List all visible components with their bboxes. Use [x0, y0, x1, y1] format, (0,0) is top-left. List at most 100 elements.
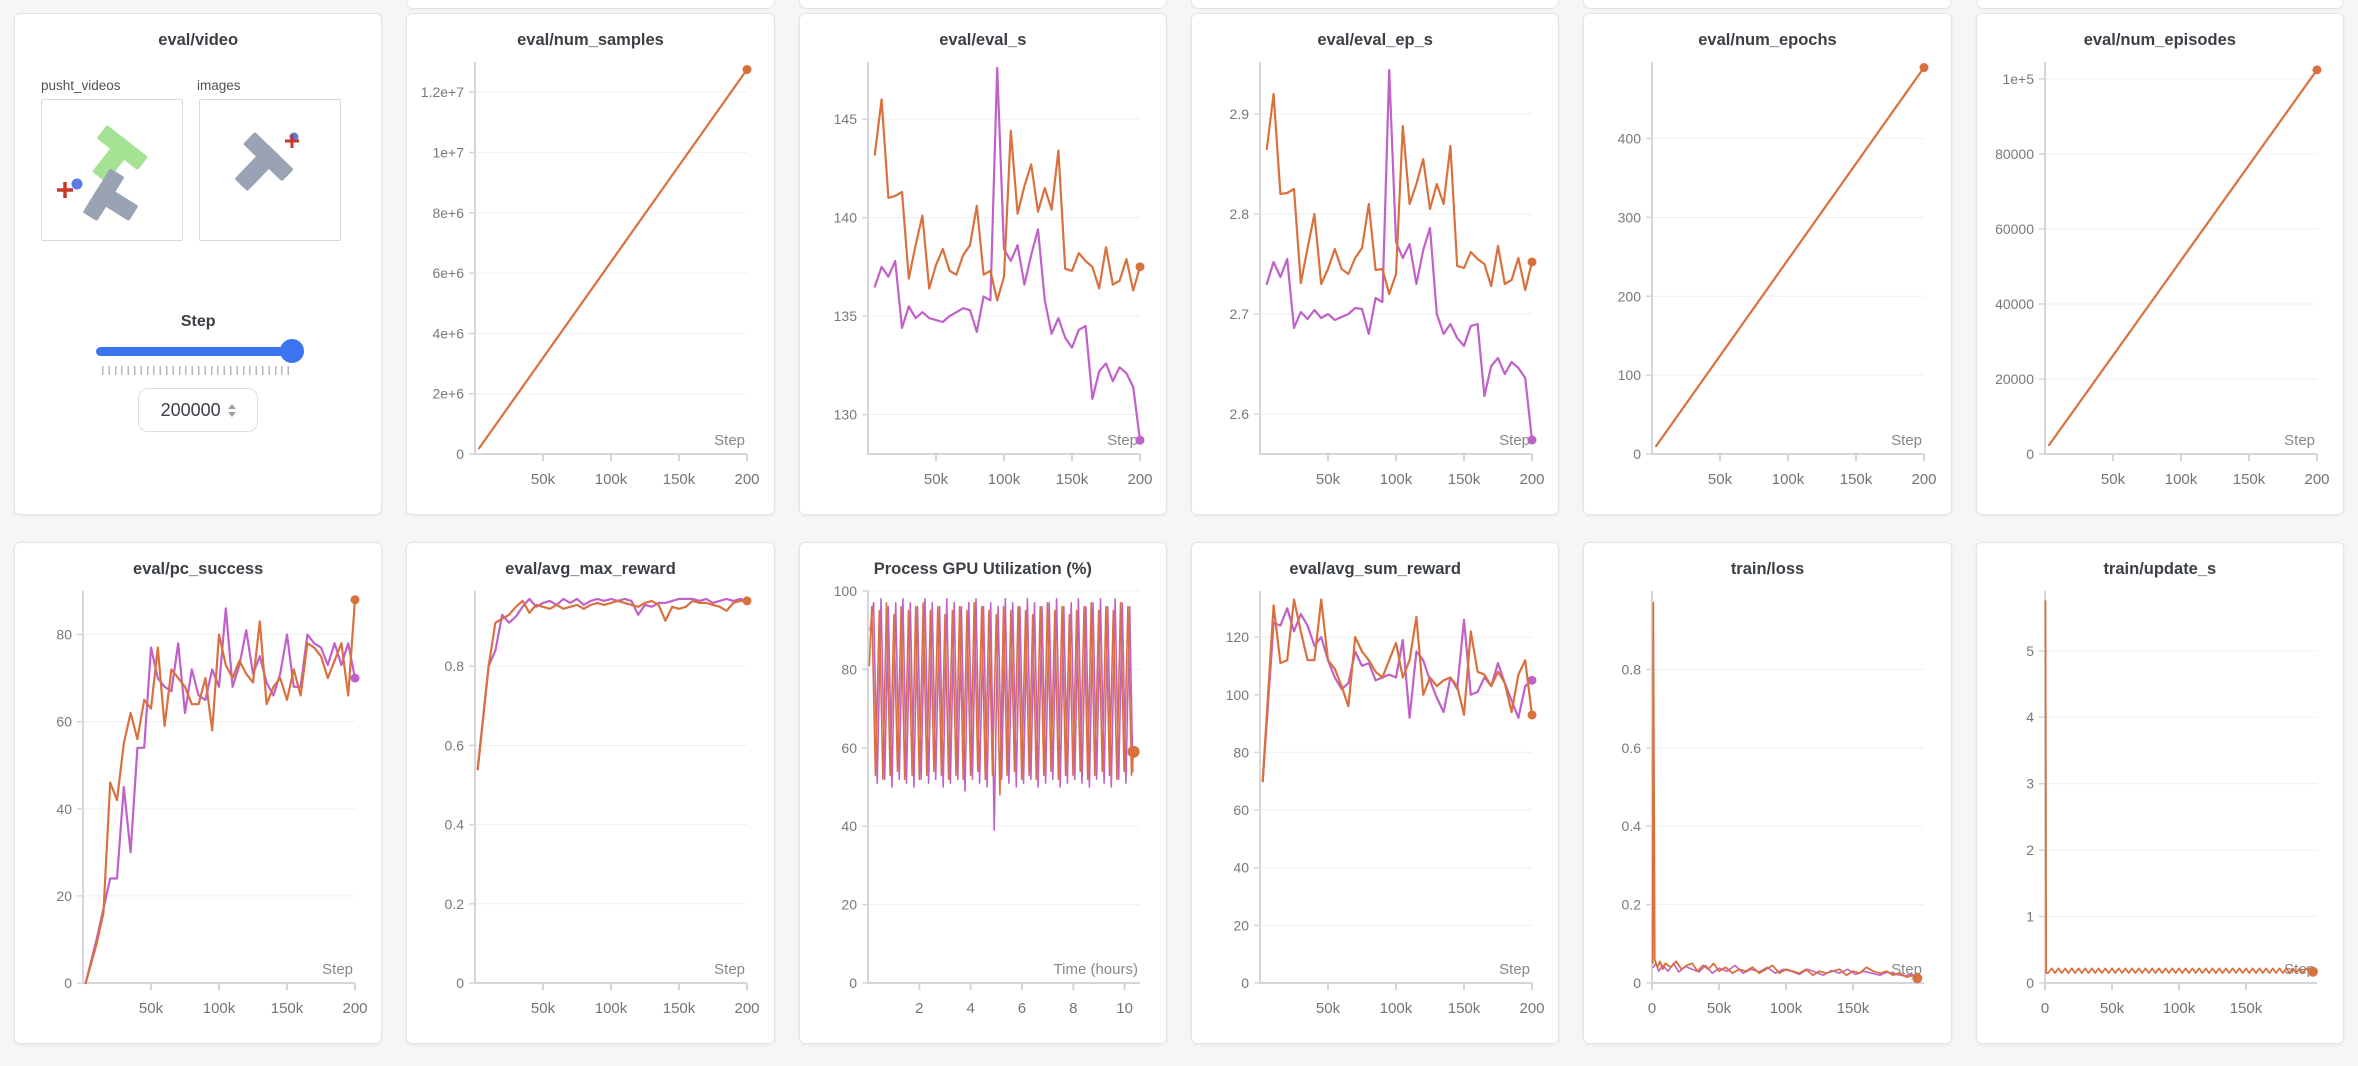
pusht-video-thumbnail[interactable]: [41, 99, 183, 241]
svg-text:40: 40: [57, 801, 73, 817]
svg-text:8: 8: [1069, 1000, 1077, 1017]
pusht-block-tee-icon: [83, 168, 138, 221]
svg-text:150k: 150k: [1840, 471, 1873, 488]
media-thumbnails: [41, 99, 355, 241]
svg-text:0: 0: [849, 975, 857, 991]
step-slider-track[interactable]: [96, 347, 301, 356]
svg-text:1e+7: 1e+7: [433, 144, 465, 160]
panel-eval-pc-success: eval/pc_success 0 20 40 60 80 50k 100k 150k 200 S…: [14, 542, 383, 1044]
svg-text:4: 4: [966, 1000, 974, 1017]
svg-text:2: 2: [915, 1000, 923, 1017]
svg-text:130: 130: [833, 407, 857, 423]
step-slider-ticks: [102, 366, 295, 375]
panel-remnant: [1583, 0, 1952, 9]
svg-text:2.6: 2.6: [1230, 406, 1250, 422]
step-slider[interactable]: [96, 339, 305, 363]
line-chart[interactable]: 0 0.2 0.4 0.6 0.8 50k 100k 150k 200 Step: [421, 581, 759, 1029]
svg-text:150k: 150k: [1056, 471, 1089, 488]
svg-text:50k: 50k: [1707, 1000, 1732, 1017]
svg-text:150k: 150k: [663, 471, 696, 488]
line-chart[interactable]: 0 20 40 60 80 50k 100k 150k 200 Step: [29, 581, 367, 1029]
svg-text:50k: 50k: [1708, 471, 1733, 488]
svg-text:150k: 150k: [1837, 1000, 1870, 1017]
panel-remnant: [1975, 0, 2344, 9]
panel-row-2: eval/pc_success 0 20 40 60 80 50k 100k 150k 200 S…: [14, 542, 2344, 1044]
svg-text:200: 200: [735, 1000, 760, 1017]
svg-text:120: 120: [1226, 629, 1250, 645]
svg-text:2.8: 2.8: [1230, 206, 1250, 222]
media-key-label: images: [197, 78, 241, 93]
svg-text:80000: 80000: [1995, 146, 2034, 162]
svg-text:40000: 40000: [1995, 296, 2034, 312]
svg-text:80: 80: [841, 661, 857, 677]
svg-text:50k: 50k: [139, 1000, 164, 1017]
pusht-goal-tee-icon: [92, 125, 148, 182]
svg-text:150k: 150k: [2230, 1000, 2263, 1017]
panel-remnant: [406, 0, 775, 9]
svg-text:4e+6: 4e+6: [433, 325, 465, 341]
line-chart[interactable]: 0 20000 40000 60000 80000 1e+5 50k 100k 150k 200 S…: [1991, 52, 2329, 500]
svg-text:0: 0: [1634, 975, 1642, 991]
target-cross-icon: [285, 134, 299, 148]
svg-text:100: 100: [1226, 687, 1250, 703]
svg-text:50k: 50k: [1316, 471, 1341, 488]
step-increment-icon[interactable]: [227, 403, 236, 409]
svg-text:0.6: 0.6: [445, 737, 465, 753]
svg-text:40: 40: [1234, 860, 1250, 876]
svg-text:200: 200: [1520, 1000, 1545, 1017]
svg-text:60: 60: [841, 740, 857, 756]
svg-text:Time (hours): Time (hours): [1053, 961, 1137, 978]
panel-remnant: [1191, 0, 1560, 9]
svg-text:100k: 100k: [2163, 1000, 2196, 1017]
panel-title: train/update_s: [2103, 560, 2217, 578]
svg-text:0: 0: [1241, 975, 1249, 991]
observation-image-thumbnail[interactable]: [199, 99, 341, 241]
panel-eval-eval-s: eval/eval_s 130 135 140 145 50k 100k 150k 200 St…: [798, 13, 1167, 515]
svg-text:0.2: 0.2: [445, 896, 465, 912]
svg-text:100k: 100k: [203, 1000, 236, 1017]
line-chart[interactable]: 0 100 200 300 400 50k 100k 150k 200 Step: [1598, 52, 1936, 500]
line-chart[interactable]: 0 2e+6 4e+6 6e+6 8e+6 1e+7 1.2e+7 50k 100k 150k 20…: [421, 52, 759, 500]
svg-text:6: 6: [1018, 1000, 1026, 1017]
step-number-input[interactable]: 200000: [138, 388, 259, 432]
step-decrement-icon[interactable]: [227, 411, 236, 417]
svg-text:1.2e+7: 1.2e+7: [421, 84, 464, 100]
step-slider-thumb[interactable]: [280, 339, 305, 363]
line-chart[interactable]: 0 20 40 60 80 100 2 4 6 8 10 Time (hours): [814, 581, 1152, 1029]
panel-eval-num-samples: eval/num_samples 0 2e+6 4e+6 6e+6 8e+6 1e+7 1.…: [406, 13, 775, 515]
svg-text:20: 20: [1234, 917, 1250, 933]
panel-row-1: eval/video pusht_videos images: [14, 13, 2344, 515]
svg-text:145: 145: [833, 111, 857, 127]
svg-text:150k: 150k: [663, 1000, 696, 1017]
svg-text:140: 140: [833, 210, 857, 226]
svg-text:80: 80: [1234, 744, 1250, 760]
svg-text:4: 4: [2026, 709, 2034, 725]
svg-text:400: 400: [1618, 131, 1642, 147]
line-chart[interactable]: 130 135 140 145 50k 100k 150k 200 Step: [814, 52, 1152, 500]
svg-text:Step: Step: [715, 432, 746, 449]
svg-text:200: 200: [343, 1000, 368, 1017]
svg-text:0: 0: [457, 975, 465, 991]
line-chart[interactable]: 0 20 40 60 80 100 120 50k 100k 150k 200 Step: [1206, 581, 1544, 1029]
svg-text:200: 200: [1912, 471, 1937, 488]
svg-text:20000: 20000: [1995, 371, 2034, 387]
scrolled-row-remnants: [14, 0, 2344, 9]
svg-text:0: 0: [64, 975, 72, 991]
svg-text:60: 60: [1234, 802, 1250, 818]
svg-text:50k: 50k: [531, 1000, 556, 1017]
panel-title: eval/eval_ep_s: [1317, 31, 1433, 49]
panel-eval-avg-max-reward: eval/avg_max_reward 0 0.2 0.4 0.6 0.8 50k 100k…: [406, 542, 775, 1044]
svg-text:0: 0: [457, 446, 465, 462]
line-chart[interactable]: 2.6 2.7 2.8 2.9 50k 100k 150k 200 Step: [1206, 52, 1544, 500]
panel-title: eval/avg_sum_reward: [1289, 560, 1461, 578]
svg-text:10: 10: [1116, 1000, 1133, 1017]
svg-text:3: 3: [2026, 776, 2034, 792]
svg-text:40: 40: [841, 818, 857, 834]
svg-text:200: 200: [1520, 471, 1545, 488]
svg-text:100k: 100k: [1380, 1000, 1413, 1017]
panel-eval-num-episodes: eval/num_episodes 0 20000 40000 60000 80000 1…: [1975, 13, 2344, 515]
svg-text:0: 0: [1648, 1000, 1656, 1017]
